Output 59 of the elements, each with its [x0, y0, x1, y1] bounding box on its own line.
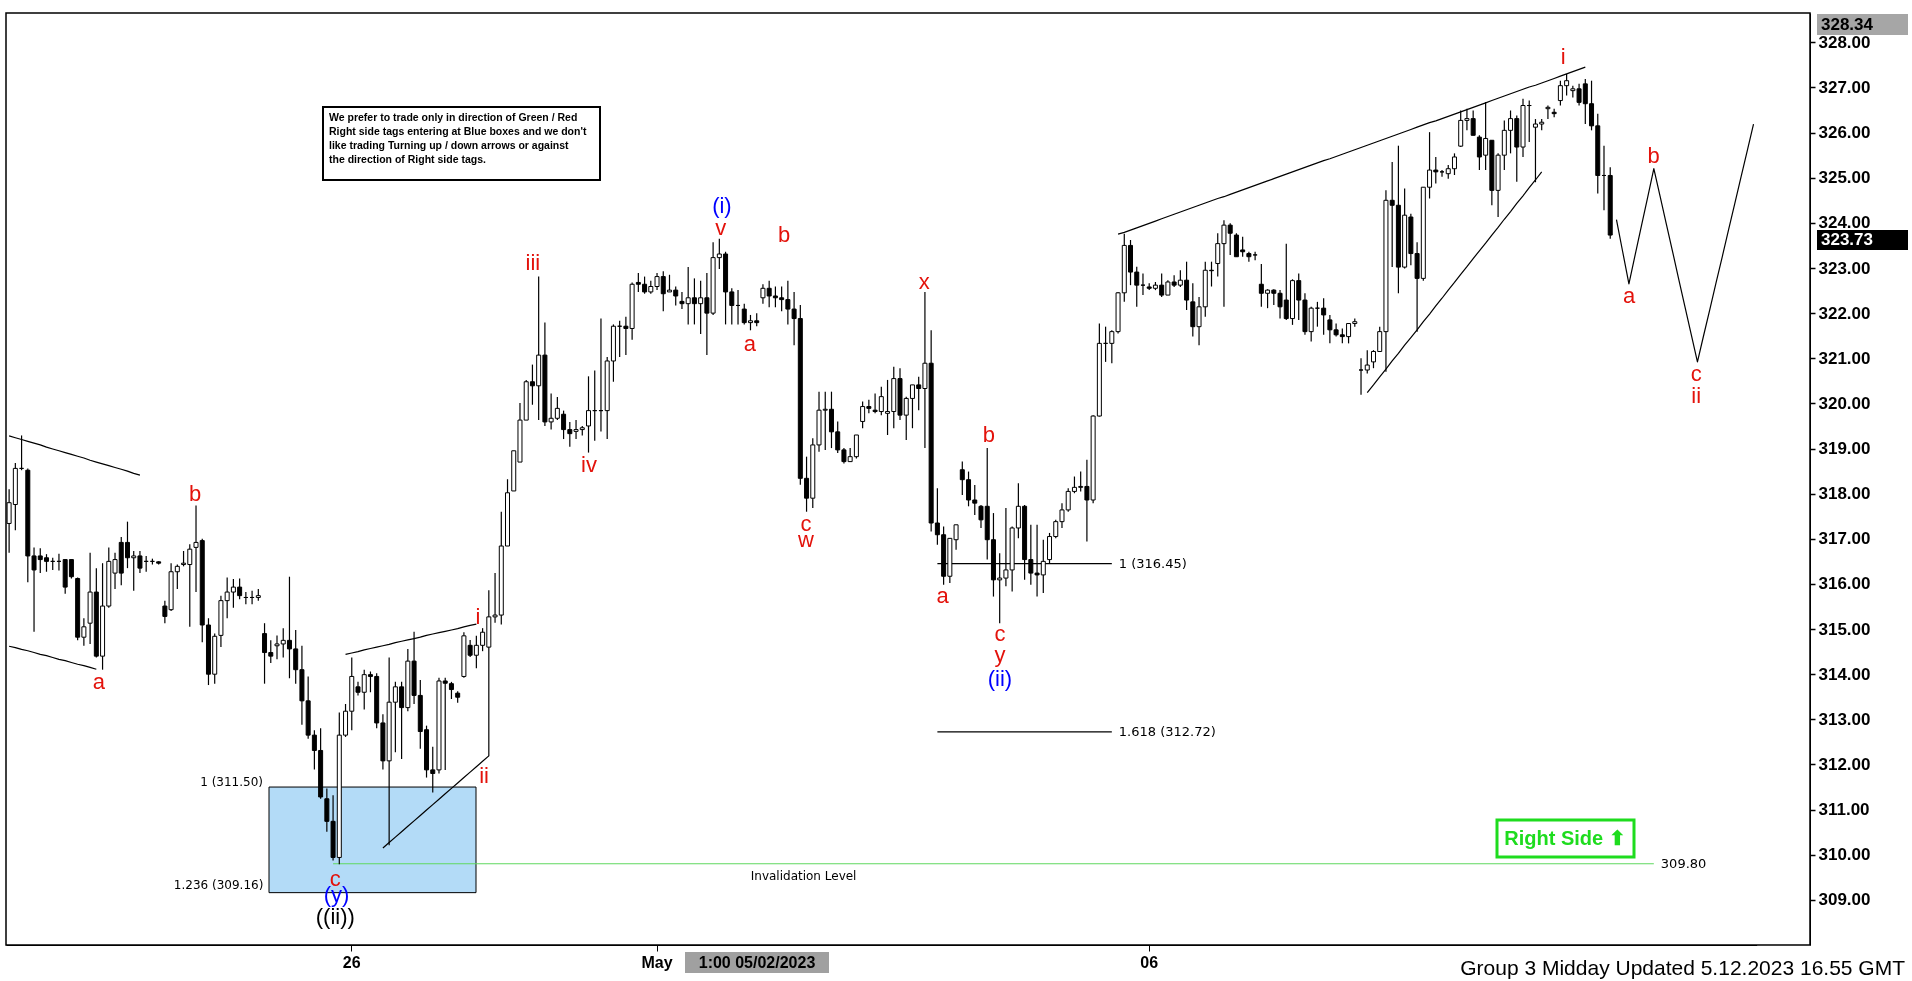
- y-tick-label: 313.00: [1818, 709, 1871, 729]
- annotation: i: [1560, 44, 1566, 70]
- y-tick-label: 315.00: [1818, 619, 1871, 639]
- annotation: x: [918, 268, 930, 294]
- y-tick-label: 326.00: [1818, 123, 1871, 143]
- text: Group 3 Midday Updated 5.12.2023 16.55 GMT: [1460, 956, 1906, 979]
- annotation: a: [1622, 283, 1636, 309]
- annotation: 1 (311.50): [200, 774, 263, 789]
- line-series: [8, 435, 141, 476]
- candlestick: [1364, 349, 1370, 375]
- y-tick-label: 311.00: [1818, 800, 1870, 820]
- line-series: [1615, 123, 1755, 363]
- y-tick-label: 323.00: [1818, 258, 1871, 278]
- y-tick-label: 324.00: [1818, 213, 1871, 233]
- annotation: 1.236 (309.16): [173, 878, 264, 893]
- y-tick-label: 310.00: [1818, 845, 1871, 865]
- y-tick-label: 309.00: [1818, 890, 1871, 910]
- text: 323.73: [1821, 230, 1873, 249]
- series-label: 309.80: [1660, 855, 1707, 871]
- candlestick: [586, 375, 592, 454]
- y-tick-label: 312.00: [1818, 754, 1871, 774]
- annotation: b: [188, 480, 202, 506]
- x-tick-label: 26: [342, 953, 361, 971]
- text: 328.34: [1821, 14, 1874, 34]
- x-tick-label: May: [641, 953, 673, 971]
- y-tick-label: 322.00: [1818, 303, 1871, 323]
- annotation: a: [936, 583, 950, 609]
- text: 1:00 05/02/2023: [698, 953, 816, 971]
- y-tick-label: 316.00: [1818, 574, 1871, 594]
- annotation: iii: [525, 250, 541, 276]
- annotation: ii: [479, 762, 489, 788]
- candlestick: [1321, 297, 1327, 336]
- x-tick-label: 06: [1140, 953, 1159, 971]
- y-tick-label: 327.00: [1818, 77, 1871, 97]
- annotation: b: [1647, 143, 1660, 169]
- annotation: a: [92, 668, 106, 694]
- annotation: We prefer to trade only in direction of Green / Red Right side tags entering at Blue boxes and we don't like trading Turning up / down arrows or against the direction of Right side tags.: [329, 111, 587, 165]
- annotation: b: [982, 422, 996, 448]
- line-series: [8, 645, 97, 670]
- candlestick: [1545, 104, 1551, 120]
- annotation: i: [475, 604, 481, 629]
- y-tick-label: 319.00: [1818, 439, 1871, 459]
- y-tick-label: 321.00: [1818, 348, 1871, 368]
- annotation: iv: [581, 451, 597, 477]
- annotation: a: [743, 330, 757, 356]
- y-tick-label: 320.00: [1818, 393, 1871, 413]
- candlestick: [1358, 357, 1364, 396]
- annotation: Invalidation Level: [750, 868, 857, 883]
- y-tick-label: 325.00: [1818, 168, 1871, 188]
- series-label: 1 (316.45): [1118, 555, 1187, 571]
- y-tick-label: 314.00: [1818, 664, 1871, 684]
- series-label: 1.618 (312.72): [1118, 723, 1216, 739]
- annotation: (ii): [987, 666, 1013, 692]
- y-tick-label: 318.00: [1818, 484, 1871, 504]
- annotation: Right Side ⬆: [1504, 827, 1626, 849]
- candlestick: [1439, 169, 1445, 178]
- y-tick-label: 317.00: [1818, 529, 1871, 549]
- annotation: b: [777, 222, 791, 248]
- y-tick-label: 328.00: [1818, 32, 1871, 52]
